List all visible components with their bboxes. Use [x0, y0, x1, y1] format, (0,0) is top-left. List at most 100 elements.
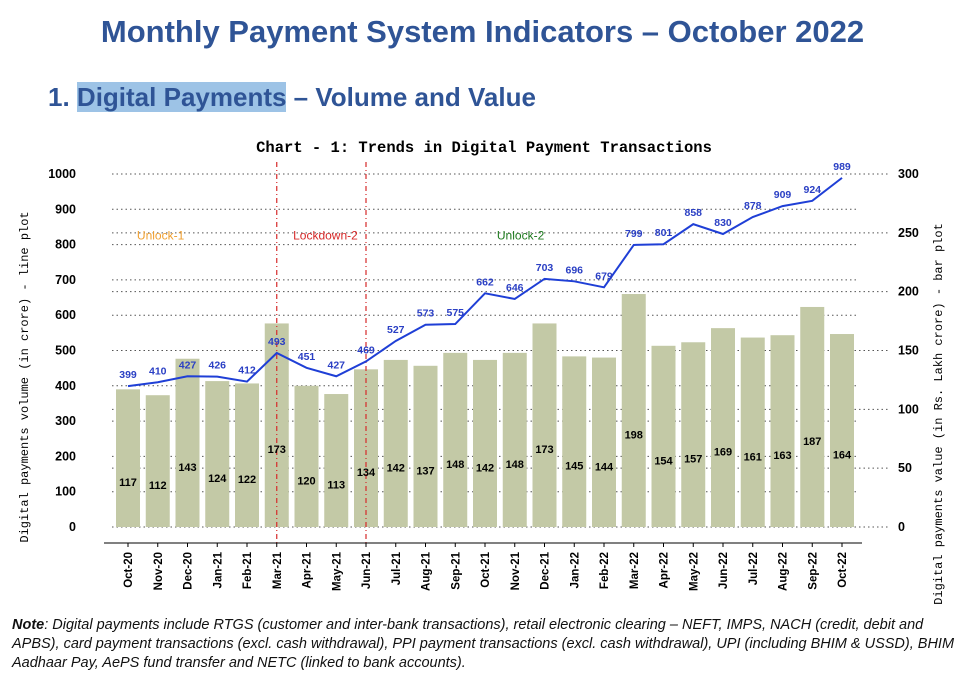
bar — [502, 352, 527, 527]
line-value-label: 646 — [506, 282, 524, 294]
line-value-label: 527 — [387, 324, 405, 336]
y-axis-label: Digital payments volume (in crore) - lin… — [18, 211, 32, 542]
bar-value-label: 169 — [714, 447, 732, 459]
bar — [413, 365, 438, 527]
bar — [235, 383, 259, 527]
bar — [830, 334, 854, 527]
x-tick-label: Mar-21 — [272, 551, 284, 589]
bar — [711, 328, 735, 527]
bar-value-label: 148 — [506, 459, 524, 471]
y-tick-label: 600 — [55, 308, 76, 322]
bar — [473, 359, 497, 527]
bar-value-label: 154 — [654, 455, 673, 467]
line-value-label: 830 — [714, 217, 732, 229]
annotation-label: Lockdown-2 — [293, 228, 358, 242]
x-tick-label: Nov-20 — [153, 552, 165, 590]
bar — [294, 385, 319, 527]
chart-title: Chart - 1: Trends in Digital Payment Tra… — [256, 139, 712, 157]
page-title: Monthly Payment System Indicators – Octo… — [100, 14, 865, 49]
y2-tick-label: 300 — [898, 167, 919, 181]
line-value-label: 427 — [327, 359, 345, 371]
bar-value-label: 142 — [387, 462, 405, 474]
bar-series — [116, 294, 854, 527]
bar — [532, 323, 557, 527]
x-tick-label: Feb-22 — [599, 552, 611, 589]
x-tick-label: Apr-22 — [659, 552, 671, 588]
bar-value-label: 144 — [595, 461, 614, 473]
y-tick-label: 900 — [55, 202, 76, 216]
x-tick-label: Jun-22 — [718, 552, 730, 589]
y2-tick-label: 250 — [898, 226, 919, 240]
bar — [562, 356, 587, 527]
digital-payments-chart: 0 100 200 300 400 500 600 700 800 900 1000 0 50 100 15… — [18, 139, 946, 605]
bar-value-label: 173 — [535, 444, 553, 456]
bar-value-label: 142 — [476, 462, 494, 474]
line-value-label: 575 — [446, 307, 464, 319]
bar-value-label: 113 — [327, 480, 345, 492]
bar-value-label: 143 — [178, 462, 196, 474]
y-tick-label: 200 — [55, 449, 76, 463]
bar-value-label: 163 — [773, 450, 791, 462]
bar-value-label: 148 — [446, 459, 464, 471]
volume-line — [127, 177, 843, 388]
line-value-label: 399 — [119, 369, 137, 381]
x-tick-label: Jul-21 — [391, 551, 403, 585]
y2-axis-label: Digital payments value (in Rs. Lakh cror… — [932, 223, 946, 605]
y-tick-label: 1000 — [48, 167, 76, 181]
y2-tick-label: 150 — [898, 344, 919, 358]
section-title: 1. Digital Payments – Volume and Value — [48, 82, 536, 113]
y-tick-label: 500 — [55, 344, 76, 358]
section-title-highlight: Digital P — [76, 82, 181, 112]
bar — [651, 345, 676, 527]
bar — [145, 395, 170, 527]
y2-tick-label: 0 — [898, 520, 905, 534]
data-labels: 117 112 143 124 122 173 120 113 134 142 137 148 142 1… — [119, 161, 852, 492]
x-tick-label: Oct-22 — [837, 552, 849, 588]
line-value-label: 410 — [149, 365, 167, 377]
x-tick-label: Jun-21 — [361, 551, 373, 589]
bar — [324, 394, 349, 527]
bar — [205, 381, 230, 527]
axes: 0 100 200 300 400 500 600 700 800 900 1000 0 50 100 15… — [48, 167, 919, 591]
x-tick-label: Dec-21 — [540, 551, 552, 589]
line-value-label: 451 — [298, 351, 316, 363]
bar-value-label: 117 — [119, 477, 137, 489]
line-value-label: 924 — [803, 184, 821, 196]
bar-value-label: 112 — [149, 480, 167, 492]
annotation-label: Unlock-1 — [137, 228, 185, 242]
bar-value-label: 187 — [803, 436, 821, 448]
x-tick-label: Aug-22 — [778, 552, 790, 591]
x-tick-label: Feb-21 — [242, 551, 254, 589]
x-tick-label: May-21 — [331, 551, 343, 591]
line-value-label: 703 — [536, 262, 554, 274]
y-tick-label: 300 — [55, 414, 76, 428]
bar-value-label: 124 — [208, 473, 227, 485]
x-tick-label: Mar-22 — [629, 552, 641, 589]
x-tick-label: May-22 — [688, 552, 700, 591]
bar-value-label: 137 — [416, 465, 434, 477]
line-value-label: 427 — [179, 359, 197, 371]
line-value-label: 412 — [238, 365, 256, 377]
y-tick-label: 700 — [55, 273, 76, 287]
bar-value-label: 134 — [357, 467, 376, 479]
y2-tick-label: 200 — [898, 285, 919, 299]
annotation-label: Unlock-2 — [497, 228, 545, 242]
bar — [116, 389, 140, 527]
line-value-label: 493 — [268, 336, 286, 348]
y-tick-label: 800 — [55, 238, 76, 252]
x-tick-label: Sep-21 — [450, 551, 462, 589]
event-lines — [276, 162, 367, 543]
bar — [681, 342, 706, 527]
line-value-label: 469 — [357, 344, 375, 356]
line-value-label: 662 — [476, 276, 494, 288]
line-series — [127, 177, 843, 388]
line-value-label: 878 — [744, 200, 762, 212]
line-value-label: 801 — [655, 227, 673, 239]
section-title-rest: – Volume and Value — [286, 82, 536, 112]
x-tick-label: Sep-22 — [807, 552, 819, 590]
x-tick-label: Dec-20 — [183, 552, 195, 590]
bar — [770, 335, 795, 527]
line-value-label: 696 — [565, 264, 583, 276]
bar — [740, 337, 765, 527]
x-tick-label: Oct-21 — [480, 551, 492, 587]
